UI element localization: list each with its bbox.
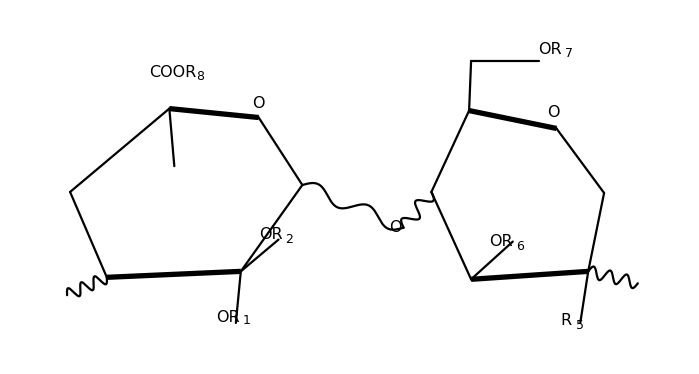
Text: OR: OR	[489, 234, 512, 249]
Text: COOR: COOR	[150, 65, 196, 80]
Text: 8: 8	[196, 70, 204, 83]
Text: 2: 2	[285, 233, 294, 246]
Text: O: O	[547, 105, 560, 120]
Text: OR: OR	[539, 42, 562, 56]
Text: 5: 5	[576, 319, 584, 332]
Text: O: O	[252, 96, 265, 111]
Text: R: R	[561, 313, 572, 328]
Text: 7: 7	[565, 47, 573, 61]
Text: 1: 1	[243, 315, 251, 328]
Text: 6: 6	[516, 240, 524, 253]
Text: O: O	[389, 220, 402, 235]
Text: OR: OR	[216, 310, 240, 325]
Text: OR: OR	[259, 227, 282, 242]
